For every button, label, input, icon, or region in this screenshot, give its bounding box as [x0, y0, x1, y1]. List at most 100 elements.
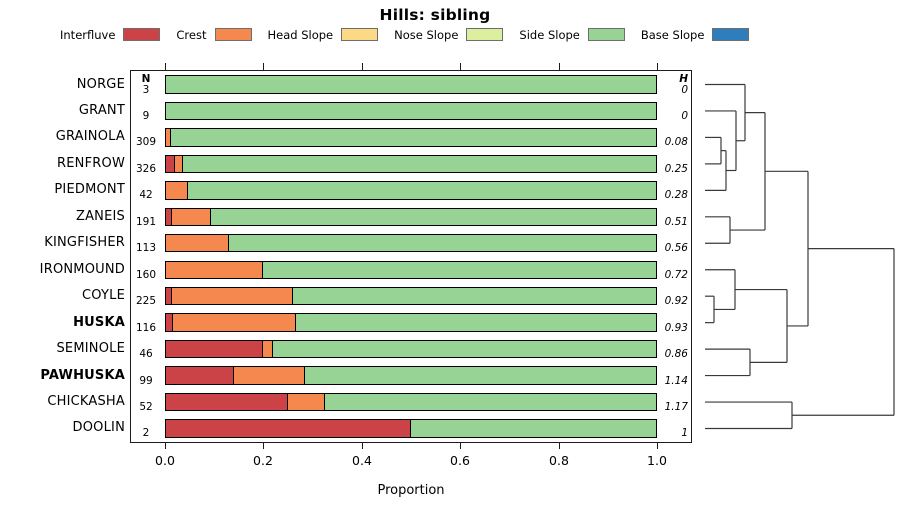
bar-segment-side-slope	[228, 234, 657, 253]
row-label-norge: NORGE	[76, 76, 125, 92]
bar-segment-crest	[165, 260, 263, 279]
n-column-header: N	[141, 73, 151, 85]
n-value: 191	[135, 215, 157, 228]
x-tick	[559, 443, 560, 449]
n-value: 9	[142, 109, 150, 122]
x-tick-label: 0.4	[352, 453, 372, 468]
legend-swatch	[466, 28, 504, 41]
legend-item-head-slope: Head Slope	[268, 28, 379, 42]
bar-segment-side-slope	[295, 313, 657, 332]
bar-segment-side-slope	[262, 260, 657, 279]
h-value: 1.17	[664, 401, 688, 414]
bar-segment-side-slope	[170, 128, 657, 147]
n-value: 99	[139, 374, 153, 387]
bar-segment-side-slope	[324, 392, 657, 412]
row-label-ironmound: IRONMOUND	[39, 261, 125, 277]
h-value: 0.08	[664, 136, 688, 149]
chart-title: Hills: sibling	[379, 6, 491, 24]
plot-box	[130, 70, 692, 443]
legend-item-interfluve: Interfluve	[60, 27, 161, 42]
bar-segment-side-slope	[304, 366, 657, 385]
row-label-seminole: SEMINOLE	[56, 341, 125, 357]
x-tick-top	[165, 63, 166, 70]
bar-segment-side-slope	[165, 75, 657, 94]
bar-segment-crest	[172, 313, 296, 332]
x-tick-top	[559, 63, 560, 70]
n-value: 160	[135, 268, 157, 281]
row-label-piedmont: PIEDMONT	[54, 182, 125, 198]
bar-segment-side-slope	[182, 154, 657, 174]
bar-segment-interfluve	[165, 392, 288, 412]
bar-segment-interfluve	[165, 366, 234, 385]
legend-label: Nose Slope	[394, 27, 459, 42]
legend-swatch	[123, 28, 161, 41]
row-label-pawhuska: PAWHUSKA	[40, 367, 125, 383]
bar-segment-side-slope	[292, 286, 657, 306]
h-value: 0	[681, 109, 688, 122]
n-value: 46	[139, 348, 153, 361]
h-value: 0.25	[664, 162, 688, 175]
n-value: 52	[139, 401, 153, 414]
bar-segment-side-slope	[165, 101, 657, 121]
bar-segment-side-slope	[210, 207, 657, 226]
x-tick-top	[362, 63, 363, 70]
bar-segment-interfluve	[165, 339, 263, 359]
x-tick	[263, 443, 264, 449]
x-tick-top	[657, 63, 658, 70]
row-label-huska: HUSKA	[73, 314, 125, 330]
row-label-renfrow: RENFROW	[57, 155, 125, 171]
legend-label: Interfluve	[60, 27, 116, 42]
x-axis-title: Proportion	[377, 483, 445, 498]
h-value: 0	[681, 83, 688, 96]
n-value: 2	[142, 427, 150, 440]
x-tick-label: 0.8	[549, 453, 569, 468]
row-label-doolin: DOOLIN	[72, 420, 125, 436]
x-tick-label: 0.6	[450, 453, 470, 468]
legend-item-side-slope: Side Slope	[519, 27, 625, 42]
x-tick-top	[263, 63, 264, 70]
bar-segment-interfluve	[165, 419, 411, 438]
h-value: 0.92	[664, 295, 688, 308]
bar-segment-crest	[233, 366, 305, 385]
h-value: 0.72	[664, 268, 688, 281]
bar-segment-crest	[287, 392, 325, 412]
row-label-grainola: GRAINOLA	[55, 129, 125, 145]
n-value: 309	[135, 136, 157, 149]
legend-label: Head Slope	[267, 27, 334, 42]
h-value: 1.14	[664, 374, 688, 387]
bar-segment-side-slope	[410, 419, 657, 438]
x-tick	[460, 443, 461, 449]
bar-segment-crest	[165, 181, 188, 200]
x-tick-label: 0.2	[253, 453, 273, 468]
x-tick	[362, 443, 363, 449]
row-label-chickasha: CHICKASHA	[47, 394, 125, 410]
legend-swatch	[712, 28, 750, 41]
row-label-grant: GRANT	[78, 102, 125, 118]
bar-segment-side-slope	[272, 339, 657, 359]
x-tick-label: 0.0	[155, 453, 175, 468]
legend-label: Base Slope	[640, 27, 705, 42]
n-value: 42	[139, 189, 153, 202]
legend-item-base-slope: Base Slope	[641, 28, 750, 42]
legend-item-nose-slope: Nose Slope	[394, 27, 504, 42]
x-tick	[657, 443, 658, 449]
row-label-coyle: COYLE	[82, 288, 125, 304]
row-label-zaneis: ZANEIS	[75, 208, 125, 224]
legend-label: Side Slope	[519, 27, 580, 42]
n-value: 116	[135, 321, 157, 334]
n-value: 113	[135, 242, 157, 255]
h-value: 0.28	[664, 189, 688, 202]
n-value: 225	[135, 295, 157, 308]
h-value: 0.56	[664, 242, 688, 255]
n-value: 3	[142, 83, 150, 96]
h-column-header: H	[679, 73, 688, 85]
h-value: 0.51	[664, 215, 688, 228]
h-value: 1	[681, 427, 688, 440]
bar-segment-side-slope	[187, 181, 657, 200]
x-tick	[165, 443, 166, 449]
bar-segment-crest	[171, 286, 293, 306]
row-label-kingfisher: KINGFISHER	[44, 235, 125, 251]
x-tick-top	[460, 63, 461, 70]
x-tick-label: 1.0	[647, 453, 667, 468]
